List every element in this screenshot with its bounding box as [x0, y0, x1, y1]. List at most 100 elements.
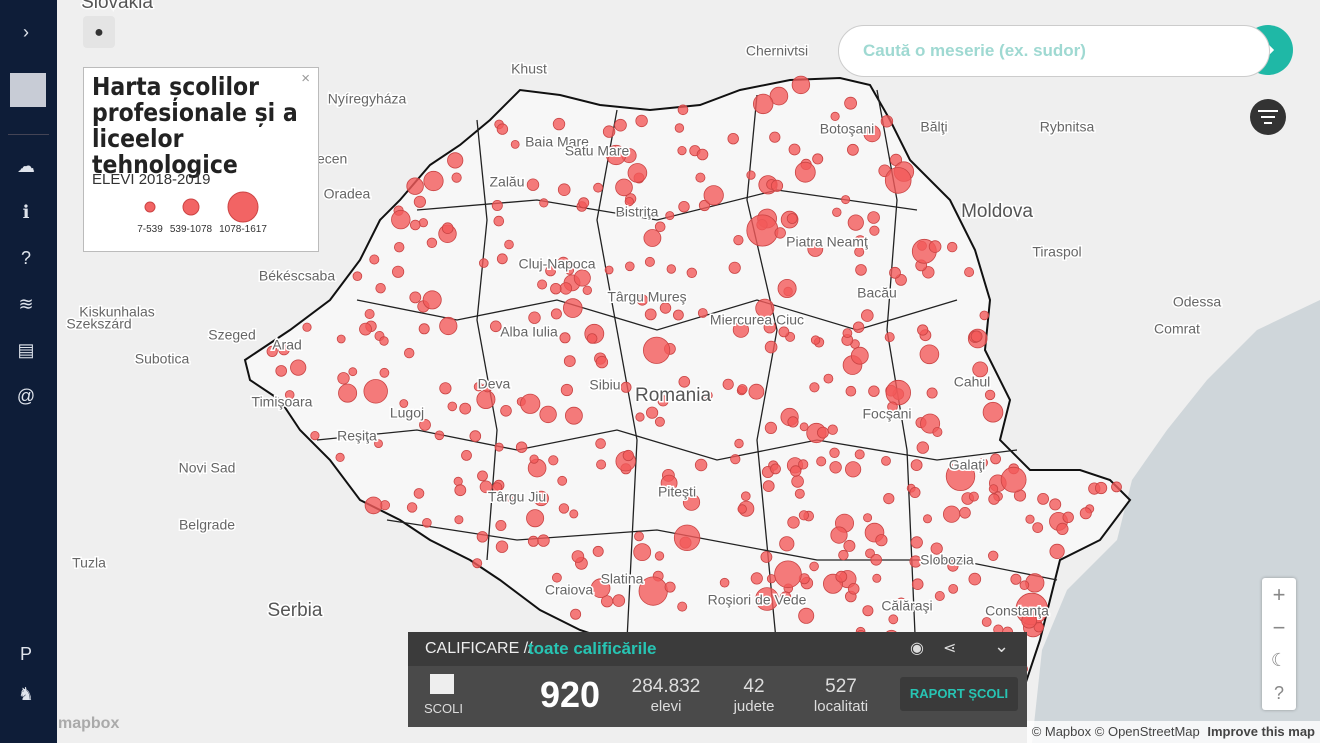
school-marker: [863, 125, 881, 143]
school-marker: [644, 256, 655, 267]
school-marker: [787, 516, 800, 529]
country-border: [243, 76, 1132, 701]
school-marker: [654, 221, 666, 233]
locate-button[interactable]: [83, 16, 115, 48]
school-marker: [790, 465, 802, 477]
filter-value[interactable]: toate calificările: [528, 639, 657, 658]
search-box[interactable]: Caută o meserie (ex. sudor): [838, 25, 1270, 77]
info-icon[interactable]: ℹ: [22, 202, 30, 222]
school-marker: [338, 383, 358, 403]
school-marker: [278, 343, 290, 356]
school-marker: [762, 480, 775, 493]
school-marker: [578, 197, 590, 209]
county-borders: [316, 89, 1058, 681]
school-marker: [622, 449, 634, 462]
school-marker: [492, 482, 503, 493]
school-marker: [593, 182, 603, 193]
document-icon[interactable]: ▤: [17, 340, 35, 360]
help[interactable]: ?: [1273, 683, 1284, 703]
school-marker: [582, 285, 593, 296]
school-marker: [643, 229, 662, 247]
place-label: Belgrade: [179, 517, 235, 533]
school-marker: [928, 240, 942, 253]
school-marker: [978, 457, 988, 468]
attribution-link[interactable]: © OpenStreetMap: [1094, 724, 1200, 739]
school-marker: [624, 197, 634, 207]
school-marker: [910, 459, 923, 472]
school-marker: [677, 104, 689, 116]
map-icon[interactable]: ☁: [17, 156, 35, 176]
school-marker: [636, 294, 649, 306]
place-label: Deva: [478, 376, 511, 392]
mapbox-logo[interactable]: mapbox: [58, 715, 120, 732]
help-icon[interactable]: ?: [20, 248, 31, 268]
school-marker: [539, 405, 557, 424]
school-marker: [310, 430, 320, 441]
school-marker: [545, 265, 557, 277]
school-marker: [880, 115, 894, 128]
school-marker: [1000, 466, 1027, 493]
place-label: Timişoara: [252, 394, 313, 410]
partner-icon[interactable]: P: [19, 644, 32, 664]
school-marker: [624, 261, 635, 272]
partner-icon[interactable]: ♞: [17, 684, 35, 704]
school-marker: [798, 607, 815, 624]
school-marker: [764, 421, 778, 434]
dark-mode[interactable]: ☾: [1270, 650, 1288, 670]
school-marker: [919, 344, 940, 365]
stat-value: 527: [825, 676, 857, 697]
place-label: Serbia: [268, 600, 323, 621]
school-marker: [847, 582, 860, 595]
school-marker: [592, 545, 604, 557]
school-marker: [779, 591, 792, 603]
stat-label: localitati: [813, 698, 869, 715]
panel-header: CALIFICARE // toate calificările ◉ ⋖ ⌄: [408, 632, 1027, 666]
attribution-link[interactable]: © Mapbox: [1031, 724, 1092, 739]
layers-icon[interactable]: ≋: [18, 294, 34, 314]
zoom-in[interactable]: +: [1272, 582, 1286, 607]
school-marker: [1037, 492, 1049, 505]
school-marker: [409, 219, 421, 231]
school-marker: [515, 441, 528, 453]
school-marker: [418, 323, 430, 335]
school-marker: [548, 455, 559, 466]
place-label: Alba Iulia: [500, 324, 558, 340]
school-marker: [434, 430, 445, 441]
school-marker: [947, 560, 959, 572]
school-marker: [602, 125, 616, 138]
school-marker: [1062, 511, 1074, 524]
school-marker: [798, 510, 810, 521]
school-marker: [728, 261, 741, 274]
school-marker: [842, 328, 853, 339]
school-marker: [451, 172, 462, 183]
school-marker: [1049, 498, 1062, 511]
improve-link[interactable]: Improve this map: [1207, 724, 1315, 739]
school-marker: [526, 178, 540, 191]
school-marker: [496, 253, 508, 265]
place-label: Subotica: [135, 351, 190, 367]
school-marker: [352, 271, 363, 282]
report-button[interactable]: RAPORT ȘCOLI: [900, 677, 1018, 711]
school-marker: [695, 172, 706, 183]
school-marker: [634, 531, 644, 542]
share-icon[interactable]: ⋖: [943, 640, 957, 657]
school-marker: [970, 330, 983, 343]
school-marker: [746, 170, 756, 180]
place-label: Szekszárd: [66, 316, 131, 332]
school-marker: [881, 455, 891, 466]
school-marker: [1049, 543, 1065, 560]
school-marker: [854, 449, 865, 460]
stat-value: 284.832: [631, 676, 701, 697]
school-marker: [1033, 622, 1045, 633]
school-marker: [469, 430, 482, 442]
school-marker: [335, 452, 345, 462]
zoom-out[interactable]: −: [1272, 615, 1286, 640]
screenshot-icon[interactable]: ◉: [910, 640, 924, 657]
contact-icon[interactable]: @: [16, 386, 36, 406]
expand-icon[interactable]: ›: [23, 22, 29, 42]
close-button[interactable]: ×: [301, 70, 310, 87]
collapse-icon[interactable]: ⌄: [994, 636, 1010, 656]
school-marker: [755, 587, 779, 611]
place-label: Tuzla: [72, 555, 106, 571]
logo[interactable]: [10, 73, 46, 107]
